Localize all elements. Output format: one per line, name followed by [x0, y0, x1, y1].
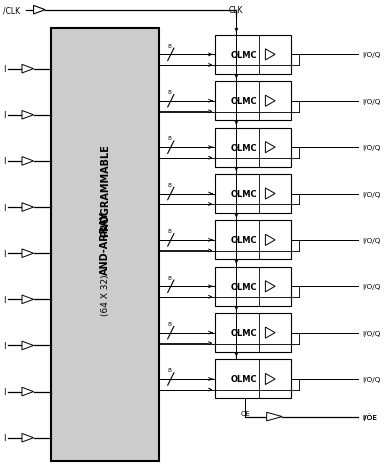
- Text: 8: 8: [168, 90, 172, 95]
- Text: PROGRAMMABLE: PROGRAMMABLE: [100, 144, 110, 237]
- Polygon shape: [22, 249, 33, 258]
- Text: (64 X 32): (64 X 32): [100, 274, 109, 316]
- Text: I: I: [3, 111, 5, 120]
- Text: OLMC: OLMC: [230, 97, 257, 106]
- Text: 8: 8: [168, 367, 172, 373]
- Text: I: I: [3, 157, 5, 166]
- Polygon shape: [265, 281, 275, 292]
- Text: CLK: CLK: [229, 6, 244, 15]
- Text: 8: 8: [168, 321, 172, 326]
- Text: /CLK: /CLK: [3, 6, 20, 15]
- Text: I: I: [3, 295, 5, 304]
- Polygon shape: [22, 387, 33, 396]
- Text: I: I: [3, 433, 5, 442]
- Text: 8: 8: [168, 275, 172, 280]
- Bar: [215, 221, 291, 260]
- Text: OLMC: OLMC: [230, 236, 257, 245]
- Text: I/OE: I/OE: [362, 414, 377, 420]
- Bar: [215, 314, 291, 352]
- Text: I: I: [3, 387, 5, 396]
- Text: OE: OE: [241, 410, 250, 416]
- Bar: [215, 36, 291, 75]
- Polygon shape: [265, 188, 275, 199]
- Bar: [215, 175, 291, 214]
- Text: 8: 8: [168, 229, 172, 234]
- Polygon shape: [265, 327, 275, 338]
- Text: OLMC: OLMC: [230, 282, 257, 291]
- Text: 8: 8: [168, 182, 172, 188]
- Text: I: I: [3, 65, 5, 74]
- Text: I/O/Q: I/O/Q: [362, 284, 381, 289]
- Bar: [215, 267, 291, 306]
- Text: I: I: [3, 249, 5, 258]
- Text: OLMC: OLMC: [230, 328, 257, 337]
- Polygon shape: [265, 374, 275, 385]
- Text: OLMC: OLMC: [230, 143, 257, 152]
- Polygon shape: [22, 203, 33, 212]
- Polygon shape: [22, 65, 33, 74]
- Bar: [51, 29, 159, 461]
- Text: OLMC: OLMC: [230, 375, 257, 384]
- Text: I/O/Q: I/O/Q: [362, 238, 381, 243]
- Bar: [215, 129, 291, 167]
- Polygon shape: [33, 6, 45, 15]
- Text: AND-ARRAY: AND-ARRAY: [100, 211, 110, 275]
- Polygon shape: [265, 96, 275, 107]
- Text: 8: 8: [168, 44, 172, 49]
- Polygon shape: [22, 434, 33, 442]
- Text: I/O/Q: I/O/Q: [362, 52, 381, 58]
- Polygon shape: [22, 341, 33, 350]
- Polygon shape: [22, 157, 33, 166]
- Text: I: I: [3, 203, 5, 212]
- Polygon shape: [267, 412, 282, 421]
- Text: I/O/Q: I/O/Q: [362, 330, 381, 336]
- Text: I/O/Q: I/O/Q: [362, 376, 381, 382]
- Polygon shape: [265, 235, 275, 246]
- Text: I/ŎE: I/ŎE: [362, 413, 377, 420]
- Text: 8: 8: [168, 136, 172, 141]
- Bar: [215, 360, 291, 399]
- Text: OLMC: OLMC: [230, 51, 257, 60]
- Polygon shape: [22, 296, 33, 304]
- Text: I/O/Q: I/O/Q: [362, 191, 381, 197]
- Text: I: I: [3, 341, 5, 350]
- Polygon shape: [22, 111, 33, 120]
- Polygon shape: [265, 50, 275, 61]
- Text: OLMC: OLMC: [230, 189, 257, 198]
- Text: I/O/Q: I/O/Q: [362, 145, 381, 151]
- Polygon shape: [265, 142, 275, 153]
- Bar: [215, 82, 291, 121]
- Text: I/O/Q: I/O/Q: [362, 99, 381, 105]
